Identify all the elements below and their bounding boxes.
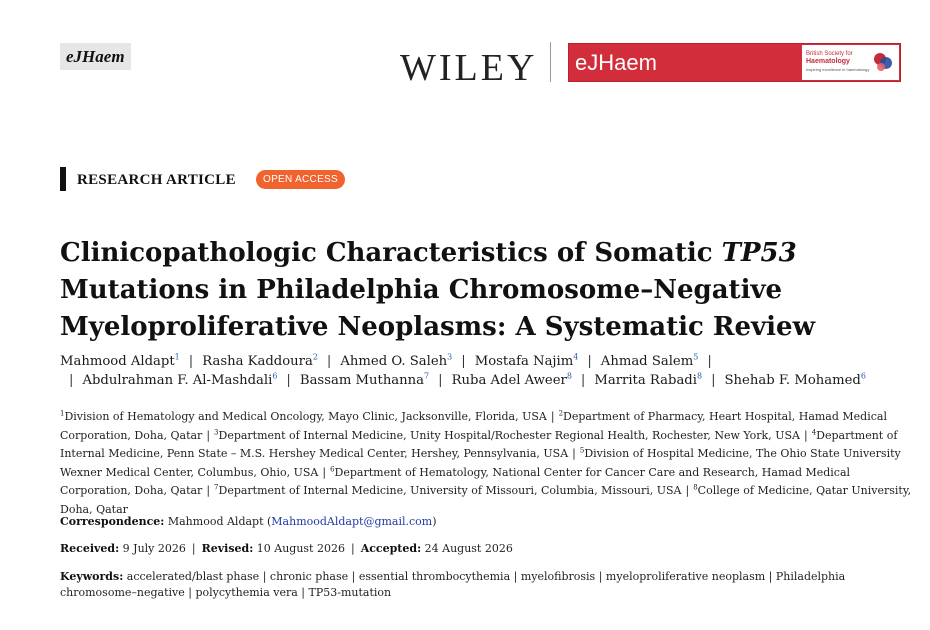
banner-journal-name: eJHaem: [575, 50, 657, 75]
author-separator: |: [461, 354, 466, 369]
author-name[interactable]: Bassam Muthanna: [299, 373, 425, 388]
affiliation-number: 1: [60, 409, 65, 418]
affiliation-text: Department of Internal Medicine, Univers…: [218, 484, 682, 497]
affiliation-separator: |: [322, 465, 327, 479]
author-list: Mahmood Aldapt1 | Rasha Kaddoura2 | Ahmed O.…: [60, 352, 910, 390]
author-affiliation-ref[interactable]: 5: [693, 352, 699, 362]
journal-tag: eJHaem: [60, 43, 131, 70]
revised-date: 10 August 2026: [253, 542, 345, 555]
affiliation-text: Department of Internal Medicine, Unity H…: [218, 428, 800, 442]
keyword-separator: |: [259, 570, 270, 583]
author-affiliation-ref[interactable]: 7: [424, 371, 430, 381]
author-affiliation-ref[interactable]: 4: [573, 352, 579, 362]
author-name[interactable]: Mahmood Aldapt: [60, 354, 175, 369]
society-line3: Inspiring excellence in haematology: [806, 67, 870, 72]
correspondence-label: Correspondence:: [60, 515, 165, 528]
author-separator: |: [326, 354, 332, 369]
gene-name: TP53: [721, 238, 797, 268]
affiliation-number: 7: [214, 483, 219, 492]
author-affiliation-ref[interactable]: 8: [566, 371, 572, 381]
author-name[interactable]: Marrita Rabadi: [594, 373, 697, 388]
keyword[interactable]: TP53-mutation: [308, 586, 392, 599]
author-affiliation-ref[interactable]: 8: [696, 371, 703, 381]
author-name[interactable]: Ruba Adel Aweer: [451, 373, 567, 388]
affiliation-number: 4: [811, 427, 817, 436]
correspondence-email-link[interactable]: MahmoodAldapt@gmail.com: [271, 515, 433, 528]
author-affiliation-ref[interactable]: 1: [174, 352, 180, 362]
keyword-separator: |: [595, 570, 606, 583]
journal-banner[interactable]: eJHaem British Society for Haematology I…: [568, 43, 901, 82]
article-type-marker: [60, 167, 66, 191]
author-separator: |: [69, 373, 74, 388]
author-affiliation-ref[interactable]: 6: [272, 371, 278, 381]
article-type: RESEARCH ARTICLE: [77, 172, 236, 188]
affiliation-text: Division of Hospital Medicine, The Ohio …: [60, 447, 901, 479]
author-affiliation-ref[interactable]: 3: [447, 352, 453, 362]
affiliation-number: 5: [579, 446, 585, 455]
author-affiliation-ref[interactable]: 6: [860, 371, 866, 381]
author-separator: |: [711, 373, 716, 388]
affiliation-number: 8: [693, 483, 698, 492]
article-dates: Received: 9 July 2026 | Revised: 10 August…: [60, 542, 513, 555]
keyword[interactable]: polycythemia vera: [195, 586, 298, 599]
keyword[interactable]: accelerated/blast phase: [126, 570, 260, 583]
author-name[interactable]: Ahmad Salem: [600, 354, 694, 369]
keyword-separator: |: [297, 586, 309, 599]
affiliation-separator: |: [550, 410, 555, 423]
accepted-date: 24 August 2026: [421, 542, 513, 555]
author-name[interactable]: Ahmed O. Saleh: [340, 354, 448, 369]
affiliation-separator: |: [206, 484, 211, 497]
affiliation-separator: |: [206, 428, 211, 442]
affiliation-separator: |: [685, 484, 690, 497]
author-separator: |: [707, 354, 712, 369]
keyword[interactable]: myeloproliferative neoplasm: [605, 570, 766, 583]
keyword[interactable]: Philadelphia chromosome–negative: [60, 570, 846, 599]
keyword[interactable]: chronic phase: [269, 570, 349, 583]
keywords-label: Keywords:: [60, 570, 124, 583]
keyword[interactable]: myelofibrosis: [520, 570, 596, 583]
affiliation-text: Department of Hematology, National Cente…: [60, 465, 851, 498]
accepted-label: Accepted:: [360, 542, 422, 555]
affiliation-separator: |: [803, 428, 808, 442]
society-line2: Haematology: [806, 58, 850, 65]
society-line1: British Society for: [806, 51, 853, 57]
author-name[interactable]: Rasha Kaddoura: [202, 354, 313, 369]
affiliation-number: 2: [558, 409, 564, 418]
received-date: 9 July 2026: [119, 542, 186, 555]
author-affiliation-ref[interactable]: 2: [312, 352, 318, 362]
affiliation-text: College of Medicine, Qatar University, D…: [60, 484, 912, 516]
author-name[interactable]: Abdulrahman F. Al-Mashdali: [82, 373, 273, 388]
affiliation-separator: |: [572, 447, 576, 460]
keyword-separator: |: [765, 570, 776, 583]
keyword[interactable]: essential thrombocythemia: [358, 570, 511, 583]
society-emblem-icon: [874, 53, 892, 71]
society-logo: British Society for Haematology Inspirin…: [802, 45, 899, 80]
publisher-logo[interactable]: WILEY: [400, 47, 538, 89]
author-separator: |: [286, 373, 291, 388]
keyword-separator: |: [510, 570, 521, 583]
affiliation-number: 3: [214, 427, 219, 436]
affiliations: 1Division of Hematology and Medical Onco…: [60, 408, 915, 519]
affiliation-text: Division of Hematology and Medical Oncol…: [64, 410, 547, 423]
revised-label: Revised:: [201, 542, 254, 555]
header-divider: [550, 42, 551, 82]
keyword-separator: |: [184, 586, 196, 599]
article-title: Clinicopathologic Characteristics of Som…: [60, 238, 815, 342]
affiliation-text: Department of Internal Medicine, Penn St…: [60, 428, 898, 461]
open-access-badge[interactable]: OPEN ACCESS: [256, 170, 345, 189]
author-name[interactable]: Shehab F. Mohamed: [724, 373, 861, 388]
author-separator: |: [587, 354, 592, 369]
author-name[interactable]: Mostafa Najim: [474, 354, 574, 369]
author-separator: |: [188, 354, 194, 369]
keyword-separator: |: [348, 570, 359, 583]
keywords: Keywords: accelerated/blast phase | chro…: [60, 569, 850, 601]
affiliation-number: 6: [330, 464, 335, 473]
correspondence: Correspondence: Mahmood Aldapt (MahmoodA…: [60, 515, 437, 528]
author-separator: |: [438, 373, 443, 388]
author-separator: |: [580, 373, 586, 388]
affiliation-text: Department of Pharmacy, Heart Hospital, …: [60, 410, 887, 442]
received-label: Received:: [60, 542, 120, 555]
